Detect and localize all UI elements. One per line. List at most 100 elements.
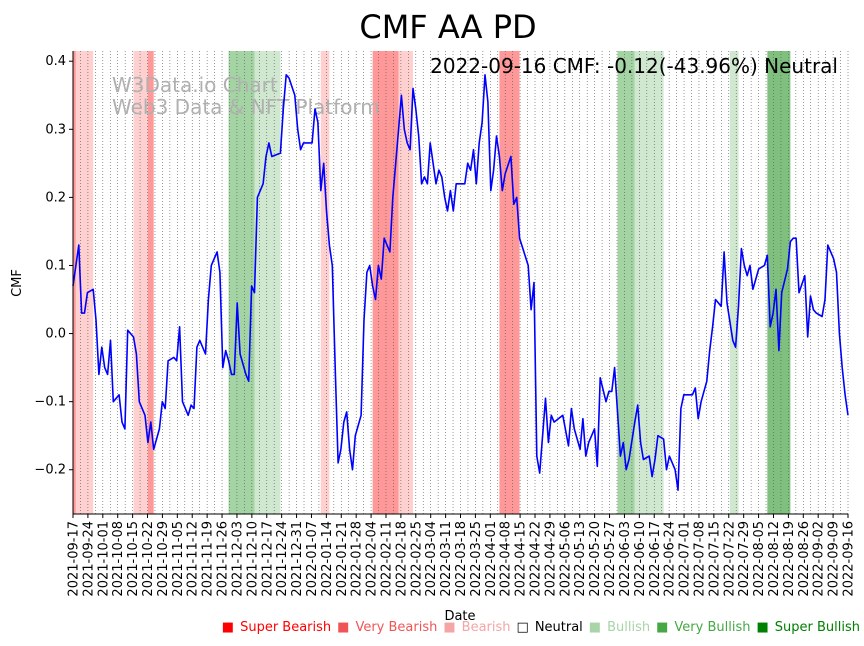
y-tick-label-3: 0.1 xyxy=(45,258,66,273)
band-bearish-9 xyxy=(398,51,413,514)
x-tick-label-15: 2021-12-31 xyxy=(290,521,305,597)
chart-title: CMF AA PD xyxy=(359,8,536,46)
x-axis-label: Date xyxy=(444,609,475,620)
x-tick-label-20: 2022-02-04 xyxy=(365,521,380,597)
x-tick-label-24: 2022-03-04 xyxy=(424,521,439,597)
legend-label-1: Very Bearish xyxy=(355,620,438,635)
band-very-bullish-4 xyxy=(228,51,255,514)
x-tick-label-14: 2021-12-24 xyxy=(275,521,290,597)
y-axis-label: CMF xyxy=(10,269,25,297)
watermark-line1: W3Data.io Chart xyxy=(112,73,278,97)
x-tick-label-18: 2022-01-21 xyxy=(335,521,350,597)
x-tick-label-1: 2021-09-24 xyxy=(81,521,96,597)
x-tick-label-29: 2022-04-08 xyxy=(499,521,514,597)
x-tick-label-43: 2022-07-15 xyxy=(707,521,722,597)
legend-swatch-3: □ xyxy=(516,620,529,635)
legend-label-2: Bearish xyxy=(461,620,511,635)
band-bearish-7 xyxy=(320,51,330,514)
x-tick-label-28: 2022-04-01 xyxy=(484,521,499,597)
cmf-chart: CMF AA PD W3Data.io Chart Web3 Data & NF… xyxy=(10,8,857,620)
legend-label-5: Very Bullish xyxy=(674,620,751,635)
x-tick-label-32: 2022-04-29 xyxy=(543,521,558,597)
x-tick-label-9: 2021-11-19 xyxy=(201,521,216,597)
cmf-line xyxy=(72,74,849,491)
band-bearish-1 xyxy=(75,51,94,514)
x-tick-label-2: 2021-10-01 xyxy=(96,521,111,597)
x-tick-label-41: 2022-07-01 xyxy=(678,521,693,597)
legend-label-6: Super Bullish xyxy=(774,620,860,635)
x-tick-label-31: 2022-04-22 xyxy=(529,521,544,597)
y-tick-label-5: 0.3 xyxy=(45,122,66,137)
x-tick-label-36: 2022-05-27 xyxy=(603,521,618,597)
x-tick-label-8: 2021-11-12 xyxy=(186,521,201,597)
x-tick-label-40: 2022-06-24 xyxy=(663,521,678,597)
x-tick-label-27: 2022-03-25 xyxy=(469,521,484,597)
band-bullish-5 xyxy=(254,51,267,514)
signal-bands xyxy=(73,51,791,514)
watermark-line2: Web3 Data & NFT Platform xyxy=(112,95,380,119)
x-tick-label-17: 2022-01-14 xyxy=(320,521,335,597)
x-tick-label-38: 2022-06-10 xyxy=(633,521,648,597)
watermark: W3Data.io Chart Web3 Data & NFT Platform xyxy=(112,73,380,119)
vertical-gridlines xyxy=(72,51,849,514)
legend-swatch-6: ■ xyxy=(756,620,769,635)
x-tick-label-51: 2022-09-09 xyxy=(827,521,842,597)
x-axis-ticks: 2021-09-17 2021-09-24 2021-10-01 2021-10-08… xyxy=(67,514,857,597)
x-tick-label-48: 2022-08-19 xyxy=(782,521,797,597)
x-tick-label-26: 2022-03-18 xyxy=(454,521,469,597)
x-tick-label-25: 2022-03-11 xyxy=(439,521,454,597)
x-tick-label-7: 2021-11-05 xyxy=(171,521,186,597)
x-tick-label-34: 2022-05-13 xyxy=(573,521,588,597)
x-tick-label-11: 2021-12-03 xyxy=(230,521,245,597)
x-tick-label-16: 2022-01-07 xyxy=(305,521,320,597)
x-tick-label-37: 2022-06-03 xyxy=(618,521,633,597)
x-tick-label-22: 2022-02-18 xyxy=(394,521,409,597)
legend-swatch-2: ■ xyxy=(443,620,456,635)
x-tick-label-47: 2022-08-12 xyxy=(767,521,782,597)
x-tick-label-6: 2021-10-29 xyxy=(156,521,171,597)
y-tick-label-6: 0.4 xyxy=(45,54,66,69)
x-tick-label-30: 2022-04-15 xyxy=(514,521,529,597)
signal-legend: ■ Super Bearish ■ Very Bearish ■ Bearish □ Neut… xyxy=(0,620,860,635)
y-tick-label-2: 0.0 xyxy=(45,327,66,342)
legend-swatch-4: ■ xyxy=(588,620,602,635)
x-tick-label-42: 2022-07-08 xyxy=(693,521,708,597)
y-tick-label-1: −0.1 xyxy=(34,395,66,410)
x-tick-label-21: 2022-02-11 xyxy=(380,521,395,597)
legend-swatch-0: ■ xyxy=(221,620,235,635)
legend-label-0: Super Bearish xyxy=(240,620,332,635)
legend-label-3: Neutral xyxy=(534,620,583,635)
band-very-bearish-0 xyxy=(73,51,76,514)
y-tick-label-4: 0.2 xyxy=(45,190,66,205)
band-very-bearish-3 xyxy=(147,51,154,514)
x-tick-label-0: 2021-09-17 xyxy=(67,521,82,597)
band-bullish-6 xyxy=(266,51,281,514)
x-tick-label-10: 2021-11-26 xyxy=(216,521,231,597)
band-bearish-2 xyxy=(133,51,151,514)
x-tick-label-5: 2021-10-22 xyxy=(141,521,156,597)
x-tick-label-46: 2022-08-05 xyxy=(752,521,767,597)
x-tick-label-44: 2022-07-22 xyxy=(722,521,737,597)
x-tick-label-23: 2022-02-25 xyxy=(409,521,424,597)
x-tick-label-52: 2022-09-16 xyxy=(842,521,857,597)
x-tick-label-3: 2021-10-08 xyxy=(111,521,126,597)
x-tick-label-13: 2021-12-17 xyxy=(260,521,275,597)
band-super-bullish-14 xyxy=(767,51,791,514)
x-tick-label-35: 2022-05-20 xyxy=(588,521,603,597)
band-very-bullish-11 xyxy=(617,51,635,514)
y-tick-label-0: −0.2 xyxy=(34,463,66,478)
x-tick-label-45: 2022-07-29 xyxy=(737,521,752,597)
legend-label-4: Bullish xyxy=(607,620,651,635)
x-tick-label-33: 2022-05-06 xyxy=(558,521,573,597)
x-tick-label-50: 2022-09-02 xyxy=(812,521,827,597)
x-tick-label-19: 2022-01-28 xyxy=(350,521,365,597)
band-bullish-13 xyxy=(729,51,739,514)
annotation-text: 2022-09-16 CMF: -0.12(-43.96%) Neutral xyxy=(430,54,838,78)
x-tick-label-12: 2021-12-10 xyxy=(245,521,260,597)
x-tick-label-49: 2022-08-26 xyxy=(797,521,812,597)
x-tick-label-4: 2021-10-15 xyxy=(126,521,141,597)
legend-swatch-1: ■ xyxy=(337,620,350,635)
band-very-bearish-10 xyxy=(499,51,520,514)
y-axis-ticks: −0.2 −0.1 0.0 0.1 0.2 0.3 0.4 xyxy=(34,54,73,478)
legend-swatch-5: ■ xyxy=(656,620,669,635)
